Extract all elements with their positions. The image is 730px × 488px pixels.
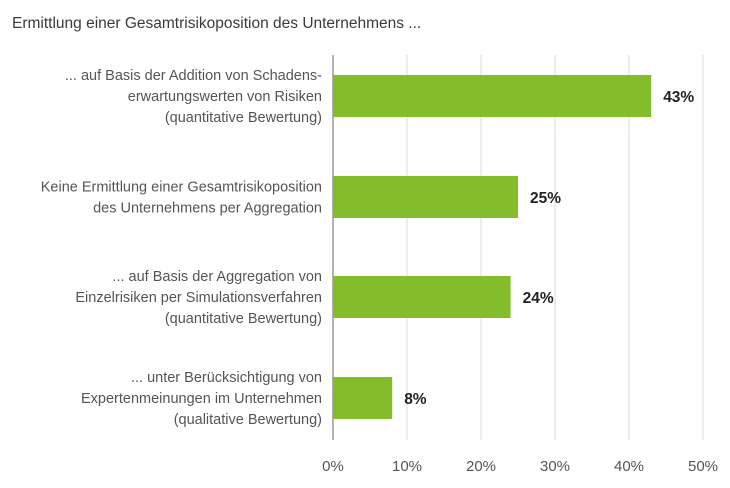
x-axis-ticks: 0% 10% 20% 30% 40% 50% <box>322 458 718 475</box>
gridlines <box>406 55 704 440</box>
category-label-line: erwartungswerten von Risiken <box>128 89 322 105</box>
category-label-line: (qualitative Bewertung) <box>174 412 322 428</box>
bars <box>333 75 652 419</box>
chart-title: Ermittlung einer Gesamtrisikoposition de… <box>12 15 421 32</box>
bar <box>333 377 393 419</box>
category-label: ... auf Basis der Addition von Schadens-… <box>65 68 322 126</box>
category-label-line: des Unternehmens per Aggregation <box>93 201 322 217</box>
x-tick-label: 10% <box>392 458 422 475</box>
value-labels: 43% 25% 24% 8% <box>404 89 694 408</box>
category-label-line: ... unter Berücksichtigung von <box>131 370 322 386</box>
x-tick-label: 20% <box>466 458 496 475</box>
category-label-line: Keine Ermittlung einer Gesamtrisikoposit… <box>41 180 322 196</box>
category-label-line: ... auf Basis der Addition von Schadens- <box>65 68 322 84</box>
value-label: 8% <box>404 391 427 408</box>
category-label-line: Einzelrisiken per Simulationsverfahren <box>75 290 322 306</box>
category-labels: ... auf Basis der Addition von Schadens-… <box>41 68 322 428</box>
category-label-line: Expertenmeinungen im Unternehmen <box>81 391 322 407</box>
category-label-line: (quantitative Bewertung) <box>165 311 322 327</box>
category-label: ... unter Berücksichtigung von Expertenme… <box>81 370 322 428</box>
category-label: Keine Ermittlung einer Gesamtrisikoposit… <box>41 180 322 217</box>
value-label: 25% <box>530 190 561 207</box>
x-tick-label: 0% <box>322 458 344 475</box>
value-label: 43% <box>663 89 694 106</box>
category-label-line: ... auf Basis der Aggregation von <box>112 269 322 285</box>
x-tick-label: 50% <box>688 458 718 475</box>
x-tick-label: 40% <box>614 458 644 475</box>
bar <box>333 276 511 318</box>
bar <box>333 75 652 117</box>
category-label: ... auf Basis der Aggregation von Einzelr… <box>75 269 322 327</box>
x-tick-label: 30% <box>540 458 570 475</box>
category-label-line: (quantitative Bewertung) <box>165 110 322 126</box>
bar <box>333 176 518 218</box>
value-label: 24% <box>523 290 554 307</box>
